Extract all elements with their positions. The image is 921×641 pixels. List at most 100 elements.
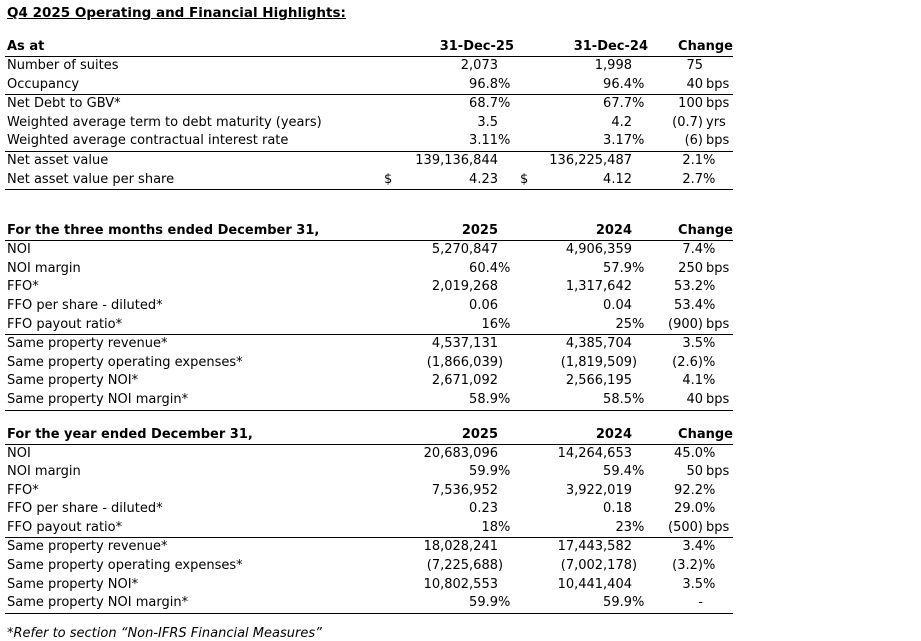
cell-suffix [498, 57, 514, 76]
cell-suffix: % [498, 464, 511, 480]
cell-suffix: % [632, 133, 645, 149]
row-label: Net asset value per share [7, 171, 175, 187]
cell-suffix [632, 57, 648, 76]
value-change: 29.0% [648, 500, 733, 519]
table-row: Weighted average term to debt maturity (… [5, 114, 733, 133]
cell-number: - [698, 595, 703, 611]
value-change: (500) bps [648, 519, 733, 538]
value-change: 75 [648, 57, 733, 76]
cell-number: 96.8 [469, 76, 498, 92]
row-label: Net Debt to GBV* [7, 96, 121, 112]
cell-number: 16 [481, 316, 498, 332]
value-change: 3.4% [648, 538, 733, 557]
cell-suffix [632, 221, 648, 240]
cell-suffix [498, 372, 514, 391]
table-row: NOI margin 60.4% 57.9% 250 bps [5, 260, 733, 279]
cell-suffix: % [703, 445, 716, 461]
cell-suffix [632, 482, 648, 501]
value-prior: 25% [514, 316, 648, 335]
value-change: 92.2% [648, 482, 733, 501]
cell-suffix: ) [632, 354, 638, 370]
cell-number: 10,802,553 [423, 576, 498, 592]
col-header-value-prior: 31-Dec-24 [514, 37, 648, 56]
cell-number: (0.7) [672, 114, 703, 130]
cell-suffix [498, 425, 514, 444]
value-current: 60.4% [378, 260, 514, 279]
currency-symbol: $ [520, 171, 529, 187]
cell-suffix: % [703, 482, 716, 498]
cell-suffix: bps [706, 391, 730, 407]
table-row: Net Debt to GBV* 68.7% 67.7% 100 bps [5, 95, 733, 114]
cell-number: 31-Dec-24 [573, 39, 648, 54]
cell-suffix: bps [706, 96, 730, 112]
cell-suffix: % [632, 316, 645, 332]
table-row: Same property NOI margin* 58.9% 58.5% 40 bps [5, 391, 733, 410]
table-row: FFO payout ratio* 18% 23% (500) bps [5, 519, 733, 538]
cell-suffix: % [632, 96, 645, 112]
value-prior: 2,566,195 [514, 372, 648, 391]
table-row: FFO per share - diluted* 0.06 0.04 53.4% [5, 297, 733, 316]
cell-number: 18,028,241 [423, 539, 498, 555]
row-label: Number of suites [7, 58, 119, 73]
cell-suffix [498, 171, 514, 190]
cell-suffix: ) [498, 558, 504, 574]
cell-number: 59.9 [469, 464, 498, 480]
cell-suffix: % [703, 152, 716, 168]
row-label: Same property revenue* [7, 336, 168, 352]
col-header-value-prior: 2024 [514, 221, 648, 240]
value-change: 100 bps [648, 95, 733, 114]
value-prior: 4,385,704 [514, 335, 648, 354]
cell-suffix [632, 241, 648, 260]
value-prior: 23% [514, 519, 648, 538]
cell-suffix: % [632, 260, 645, 276]
cell-suffix: % [632, 595, 645, 611]
row-label: Same property NOI* [7, 373, 139, 389]
cell-number: (900) [668, 316, 703, 332]
cell-suffix: bps [706, 519, 730, 535]
col-header-value-current: 31-Dec-25 [378, 37, 514, 56]
value-current: 68.7% [378, 95, 514, 114]
value-prior: 57.9% [514, 260, 648, 279]
cell-number: 136,225,487 [549, 152, 632, 168]
cell-number: 67.7 [603, 96, 632, 112]
table-row: Same property operating expenses* (1,866,… [5, 354, 733, 373]
value-change: - [648, 594, 733, 613]
cell-number: 2,073 [460, 58, 498, 73]
value-prior: 1,998 [514, 57, 648, 76]
cell-number: 3.5 [682, 336, 703, 352]
cell-number: (7,002,178 [560, 558, 632, 574]
cell-number: 2025 [461, 426, 498, 442]
value-change: 4.1% [648, 372, 733, 391]
cell-suffix [632, 445, 648, 464]
row-label: Net asset value [7, 152, 109, 168]
cell-number: 92.2 [674, 482, 703, 498]
cell-suffix: % [703, 336, 716, 352]
cell-number: 1,998 [594, 58, 632, 73]
cell-suffix: bps [706, 76, 730, 92]
table-header-row: For the three months ended December 31, 2… [5, 221, 733, 242]
cell-number: 0.18 [603, 501, 632, 517]
table-row: FFO* 7,536,952 3,922,019 92.2% [5, 482, 733, 501]
cell-suffix: % [703, 558, 716, 574]
cell-number: (1,866,039 [426, 354, 498, 370]
cell-suffix [632, 335, 648, 354]
cell-suffix [498, 221, 514, 240]
cell-suffix: % [498, 76, 511, 92]
value-change: (3.2)% [648, 557, 733, 576]
cell-number: (7,225,688 [426, 558, 498, 574]
table-row: Occupancy 96.8% 96.4% 40 bps [5, 76, 733, 95]
cell-number: 59.9 [469, 595, 498, 611]
value-change: 2.7% [648, 171, 733, 190]
cell-number: 1,317,642 [565, 279, 632, 295]
cell-suffix: % [703, 539, 716, 555]
row-label: NOI [7, 242, 31, 258]
table-row: NOI margin 59.9% 59.4% 50 bps [5, 463, 733, 482]
value-change: 2.1% [648, 152, 733, 171]
value-current: 5,270,847 [378, 241, 514, 260]
cell-suffix: yrs [706, 114, 726, 130]
value-current: 2,073 [378, 57, 514, 76]
row-group: Same property revenue* 18,028,241 17,443,5… [5, 538, 733, 614]
cell-number: 57.9 [603, 260, 632, 276]
value-prior: 96.4% [514, 76, 648, 95]
cell-number: 18 [481, 519, 498, 535]
